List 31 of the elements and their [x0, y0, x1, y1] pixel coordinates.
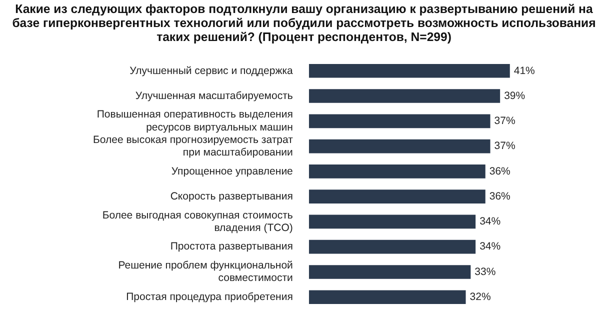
data-label: 37% [494, 140, 516, 152]
y-tick-label: Более выгодная совокупная стоимость владения (TCO) [102, 209, 294, 234]
chart-title: Какие из следующих факторов подтолкнули вашу организацию к развертыванию решений на базе гиперконвергентных технологий или побудили рассмотреть возможность использования таких решений? (Процент респондентов, N=299) [11, 2, 597, 44]
y-tick-label: Повышенная оперативность выделения ресурсов виртуальных машин [96, 108, 294, 134]
data-label: 39% [504, 90, 526, 102]
bar [308, 290, 466, 304]
y-tick-label: Улучшенная масштабируемость [135, 90, 294, 102]
data-label: 41% [514, 64, 535, 77]
bar [308, 164, 486, 178]
y-tick-label: Скорость развертывания [170, 190, 293, 202]
data-label: 36% [489, 165, 510, 178]
bar [308, 214, 476, 229]
data-label: 34% [480, 216, 501, 228]
bar [308, 139, 490, 154]
bar [308, 265, 471, 279]
data-label: 37% [494, 115, 516, 128]
y-tick-label: Простота развертывания [170, 240, 293, 253]
y-tick-label: Улучшенный сервис и поддержка [130, 64, 294, 77]
y-tick-label: Решение проблем функциональной совместимости [118, 260, 294, 284]
bar [308, 190, 486, 204]
data-label: 33% [474, 266, 496, 278]
data-label: 32% [470, 291, 491, 304]
data-label: 36% [489, 190, 510, 202]
y-tick-label: Простая процедура приобретения [126, 291, 293, 304]
y-tick-label: Упрощенное управление [171, 165, 294, 178]
data-label: 34% [480, 240, 501, 253]
bar [308, 114, 490, 128]
bar [308, 89, 500, 103]
bar [308, 240, 476, 254]
y-tick-label: Более высокая прогнозируемость затрат при масштабировании [93, 134, 294, 158]
bar [308, 64, 510, 78]
